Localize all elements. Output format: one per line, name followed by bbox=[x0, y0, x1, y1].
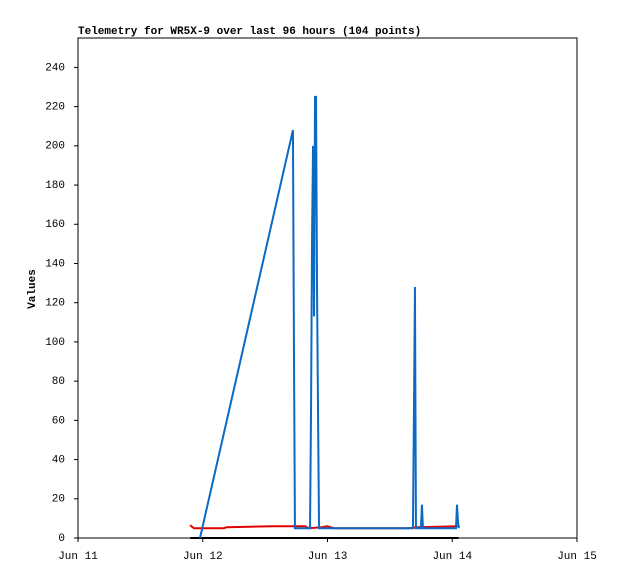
y-tick-label: 0 bbox=[58, 533, 65, 545]
y-tick-label: 240 bbox=[45, 62, 65, 74]
y-tick-label: 220 bbox=[45, 102, 65, 114]
x-tick-label: Jun 13 bbox=[308, 551, 348, 563]
series-line bbox=[199, 95, 460, 539]
x-tick-label: Jun 12 bbox=[183, 551, 223, 563]
y-tick-label: 140 bbox=[45, 258, 65, 270]
x-tick-label: Jun 14 bbox=[432, 551, 472, 563]
x-tick-label: Jun 11 bbox=[58, 551, 98, 563]
y-tick-label: 80 bbox=[52, 376, 65, 388]
y-tick-label: 20 bbox=[52, 494, 65, 506]
y-tick-label: 60 bbox=[52, 415, 65, 427]
y-tick-label: 100 bbox=[45, 337, 65, 349]
y-tick-label: 180 bbox=[45, 180, 65, 192]
y-tick-label: 160 bbox=[45, 219, 65, 231]
x-tick-label: Jun 15 bbox=[557, 551, 597, 563]
plot-frame bbox=[77, 37, 578, 539]
y-tick-label: 40 bbox=[52, 454, 65, 466]
y-tick-label: 200 bbox=[45, 141, 65, 153]
y-axis-label: Values bbox=[27, 269, 39, 309]
chart-title: Telemetry for WR5X-9 over last 96 hours … bbox=[78, 26, 421, 38]
y-tick-label: 120 bbox=[45, 298, 65, 310]
